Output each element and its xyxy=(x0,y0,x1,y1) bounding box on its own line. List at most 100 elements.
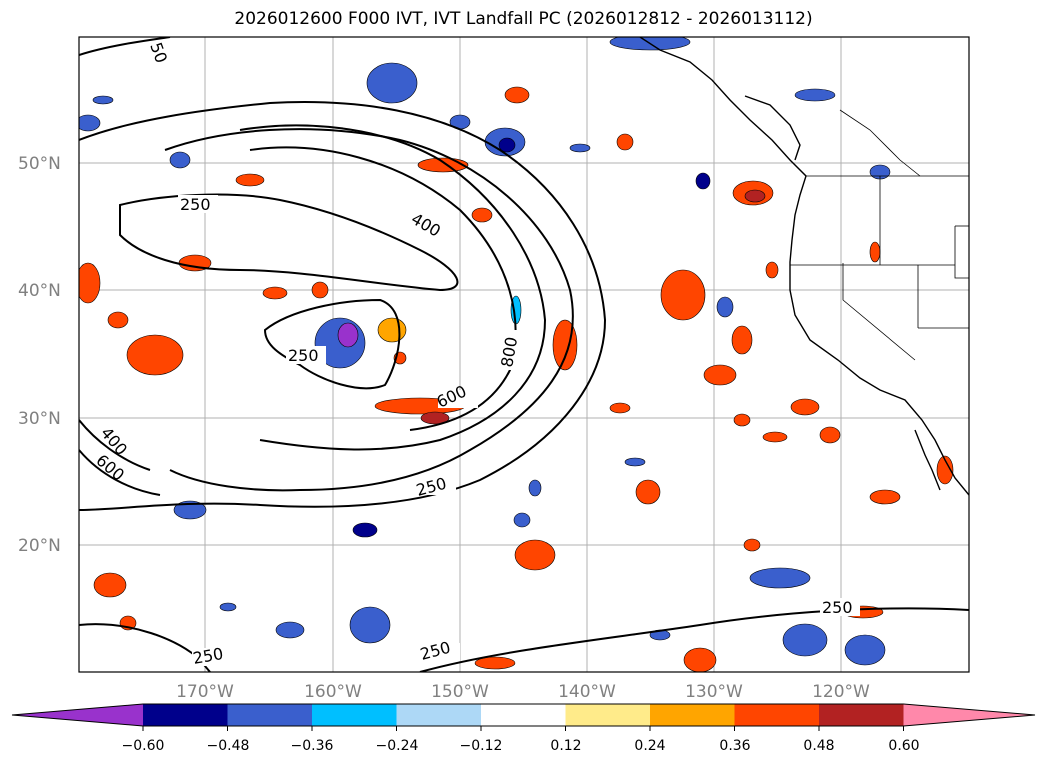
negative-anomaly-area xyxy=(92,95,114,105)
colorbar-segment xyxy=(396,704,482,726)
colorbar-tick-label: 0.36 xyxy=(719,738,750,754)
positive-anomaly-area xyxy=(819,426,841,444)
colorbar-tick-label: −0.24 xyxy=(376,738,419,754)
ivt-contour-250-inner xyxy=(119,193,459,292)
positive-anomaly-area xyxy=(733,413,751,427)
ivt-contour-400-outer xyxy=(164,128,574,492)
positive-anomaly-area xyxy=(765,261,779,279)
lat-label: 40°N xyxy=(18,281,61,301)
colorbar-segment xyxy=(227,704,313,726)
positive-anomaly-area xyxy=(683,647,717,672)
positive-anomaly-area xyxy=(552,319,578,371)
negative-anomaly-area xyxy=(569,143,591,153)
positive-anomaly-area xyxy=(743,538,761,552)
negative-anomaly-area xyxy=(716,296,734,318)
contour-label: 250 xyxy=(180,195,211,214)
colorbar-segment xyxy=(650,704,735,726)
positive-anomaly-area xyxy=(504,86,530,104)
positive-anomaly-area xyxy=(420,411,450,425)
negative-anomaly-area xyxy=(79,114,101,132)
negative-anomaly-area xyxy=(528,479,542,497)
lon-label: 160°W xyxy=(304,682,362,702)
positive-anomaly-area xyxy=(616,133,634,151)
positive-anomaly-area xyxy=(262,286,288,300)
colorbar-segment xyxy=(819,704,904,726)
colorbar-tick-label: 0.60 xyxy=(888,738,919,754)
coastline xyxy=(639,37,969,496)
colorbar-tick-label: 0.48 xyxy=(803,738,834,754)
map-frame xyxy=(78,36,970,673)
lon-label: 130°W xyxy=(685,682,743,702)
positive-anomaly-area xyxy=(869,489,901,505)
lon-label: 140°W xyxy=(558,682,616,702)
positive-anomaly-area xyxy=(514,539,556,571)
colorbar-extend-high xyxy=(903,704,1035,726)
positive-anomaly-area xyxy=(126,334,184,376)
positive-anomaly-area xyxy=(869,241,881,263)
colorbar-segment xyxy=(143,704,228,726)
map-title: 2026012600 F000 IVT, IVT Landfall PC (20… xyxy=(234,9,813,29)
colorbar-ticks: −0.60 −0.48 −0.36 −0.24 −0.12 0.12 0.24 … xyxy=(122,738,920,754)
negative-anomaly-area xyxy=(349,606,391,644)
positive-anomaly-area xyxy=(790,398,820,416)
positive-anomaly-area xyxy=(744,189,766,203)
ivt-contour-800 xyxy=(249,146,517,431)
negative-anomaly-area xyxy=(794,88,836,102)
positive-anomaly-area xyxy=(703,364,737,386)
negative-anomaly-area xyxy=(749,567,811,589)
positive-anomaly-area xyxy=(377,317,407,343)
longitude-labels: 170°W 160°W 150°W 140°W 130°W 120°W xyxy=(176,682,870,702)
ivt-contour-west-400 xyxy=(79,419,151,471)
positive-anomaly-area xyxy=(474,656,516,670)
negative-anomaly-area xyxy=(173,500,207,520)
positive-anomaly-area xyxy=(93,572,127,598)
colorbar-segment xyxy=(481,704,566,726)
ivt-contours xyxy=(79,37,969,672)
positive-anomaly-area xyxy=(762,431,788,443)
negative-anomaly-area xyxy=(337,322,359,348)
lon-label: 120°W xyxy=(812,682,870,702)
positive-anomaly-area xyxy=(660,269,706,321)
negative-anomaly-area xyxy=(352,522,378,538)
positive-anomaly-area xyxy=(311,281,329,299)
lat-label: 20°N xyxy=(18,536,61,556)
colorbar-tick-label: −0.12 xyxy=(460,738,503,754)
positive-anomaly-area xyxy=(417,157,469,173)
colorbar-tick-label: −0.36 xyxy=(291,738,334,754)
colorbar xyxy=(11,703,1036,731)
contour-label: 250 xyxy=(288,346,319,365)
colorbar-tick-label: −0.60 xyxy=(122,738,165,754)
ivt-contour-west-600 xyxy=(79,449,161,496)
negative-anomaly-area xyxy=(169,151,191,169)
positive-anomaly-area xyxy=(936,455,954,485)
negative-anomaly-area xyxy=(513,512,531,528)
negative-anomaly-area xyxy=(219,602,237,612)
negative-anomaly-area xyxy=(624,457,646,467)
ivt-contour-600 xyxy=(239,124,547,451)
positive-anomaly-area xyxy=(107,311,129,329)
positive-anomaly-area xyxy=(731,325,753,355)
ivt-contour-250-outer xyxy=(79,101,607,511)
positive-anomaly-area xyxy=(235,173,265,187)
colorbar-segment xyxy=(565,704,651,726)
negative-anomaly-area xyxy=(844,634,886,666)
ivt-contour-south-east xyxy=(419,607,969,672)
lat-label: 30°N xyxy=(18,409,61,429)
contour-label: 250 xyxy=(822,598,853,617)
negative-anomaly-area xyxy=(275,621,305,639)
colorbar-segment xyxy=(312,704,397,726)
political-borders xyxy=(790,109,969,361)
colorbar-segment xyxy=(734,704,820,726)
lat-label: 50°N xyxy=(18,154,61,174)
lon-label: 150°W xyxy=(431,682,489,702)
lon-label: 170°W xyxy=(176,682,234,702)
positive-anomaly-area xyxy=(635,479,661,505)
positive-anomaly-area xyxy=(471,207,493,223)
ivt-contour-nw xyxy=(79,37,171,56)
colorbar-extend-low xyxy=(12,704,143,726)
colorbar-tick-label: 0.12 xyxy=(550,738,581,754)
colorbar-tick-label: −0.48 xyxy=(207,738,250,754)
negative-anomaly-area xyxy=(782,623,828,657)
pc-anomaly-areas xyxy=(79,37,954,672)
